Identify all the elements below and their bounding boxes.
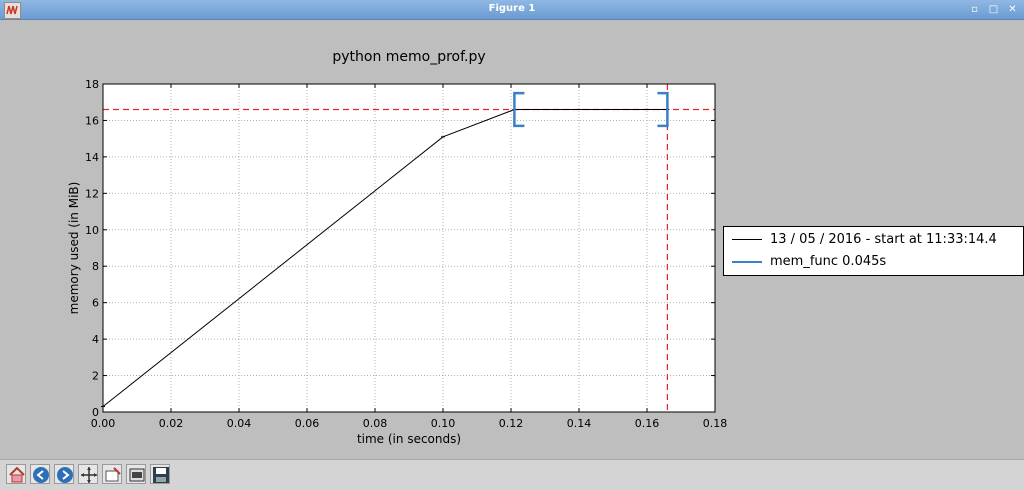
y-tick-label: 2 bbox=[92, 370, 99, 383]
window-title: Figure 1 bbox=[488, 3, 536, 14]
x-tick-label: 0.12 bbox=[499, 417, 524, 430]
chart-svg: 0.00 0.02 0.04 0.06 0.08 0.10 0.12 0.14 0.16 0.18… bbox=[67, 49, 728, 446]
legend-label-run: 13 / 05 / 2016 - start at 11:33:14.4 bbox=[770, 232, 997, 247]
pan-icon bbox=[81, 467, 97, 483]
forward-icon bbox=[57, 467, 73, 483]
y-tick-label: 12 bbox=[85, 187, 99, 200]
legend-item-mem-func: mem_func 0.045s bbox=[732, 251, 886, 273]
y-axis-label: memory used (in MiB) bbox=[67, 182, 81, 315]
y-tick-label: 4 bbox=[92, 333, 99, 346]
back-button[interactable] bbox=[30, 464, 50, 484]
minimize-icon[interactable]: ▫ bbox=[971, 4, 978, 15]
configure-icon bbox=[129, 468, 145, 482]
y-tick-label: 16 bbox=[85, 114, 99, 127]
plot-frame bbox=[102, 83, 716, 413]
y-tick-label: 8 bbox=[92, 260, 99, 273]
y-tick-label: 14 bbox=[85, 151, 99, 164]
save-button[interactable] bbox=[150, 464, 170, 484]
plot-area bbox=[103, 84, 715, 412]
back-icon bbox=[33, 467, 49, 483]
y-tick-label: 6 bbox=[92, 297, 99, 310]
save-icon bbox=[153, 467, 169, 483]
bracket-end bbox=[657, 91, 669, 128]
home-icon bbox=[9, 466, 25, 483]
x-tick-label: 0.08 bbox=[363, 417, 388, 430]
y-tick-label: 0 bbox=[92, 406, 99, 419]
navigation-toolbar bbox=[0, 459, 1024, 490]
x-axis-label: time (in seconds) bbox=[357, 432, 461, 446]
x-tick-label: 0.02 bbox=[159, 417, 184, 430]
legend-label-mem-func: mem_func 0.045s bbox=[770, 254, 887, 269]
chart-title: python memo_prof.py bbox=[332, 49, 485, 65]
legend-line-marker bbox=[732, 239, 762, 240]
close-icon[interactable]: ✕ bbox=[1008, 4, 1017, 15]
zoom-icon bbox=[105, 467, 121, 482]
x-tick-label: 0.16 bbox=[635, 417, 660, 430]
home-button[interactable] bbox=[6, 464, 26, 484]
bracket-start bbox=[513, 91, 525, 128]
pan-button[interactable] bbox=[78, 464, 98, 484]
zoom-button[interactable] bbox=[102, 464, 122, 484]
y-tick-label: 18 bbox=[85, 78, 99, 91]
x-tick-label: 0.14 bbox=[567, 417, 592, 430]
x-tick-label: 0.10 bbox=[431, 417, 456, 430]
x-tick-label: 0.00 bbox=[91, 417, 116, 430]
app-icon bbox=[4, 2, 21, 19]
chart-legend: 13 / 05 / 2016 - start at 11:33:14.4 mem… bbox=[723, 226, 1024, 276]
x-tick-label: 0.06 bbox=[295, 417, 320, 430]
configure-button[interactable] bbox=[126, 464, 146, 484]
x-tick-label: 0.04 bbox=[227, 417, 252, 430]
legend-item-run: 13 / 05 / 2016 - start at 11:33:14.4 bbox=[732, 229, 997, 251]
window-titlebar: Figure 1 ▫ □ ✕ bbox=[0, 0, 1024, 20]
forward-button[interactable] bbox=[54, 464, 74, 484]
x-tick-label: 0.18 bbox=[703, 417, 728, 430]
maximize-icon[interactable]: □ bbox=[988, 4, 999, 15]
y-tick-label: 10 bbox=[85, 224, 99, 237]
legend-line-bracket bbox=[732, 260, 762, 263]
memory-series-line bbox=[102, 109, 668, 407]
